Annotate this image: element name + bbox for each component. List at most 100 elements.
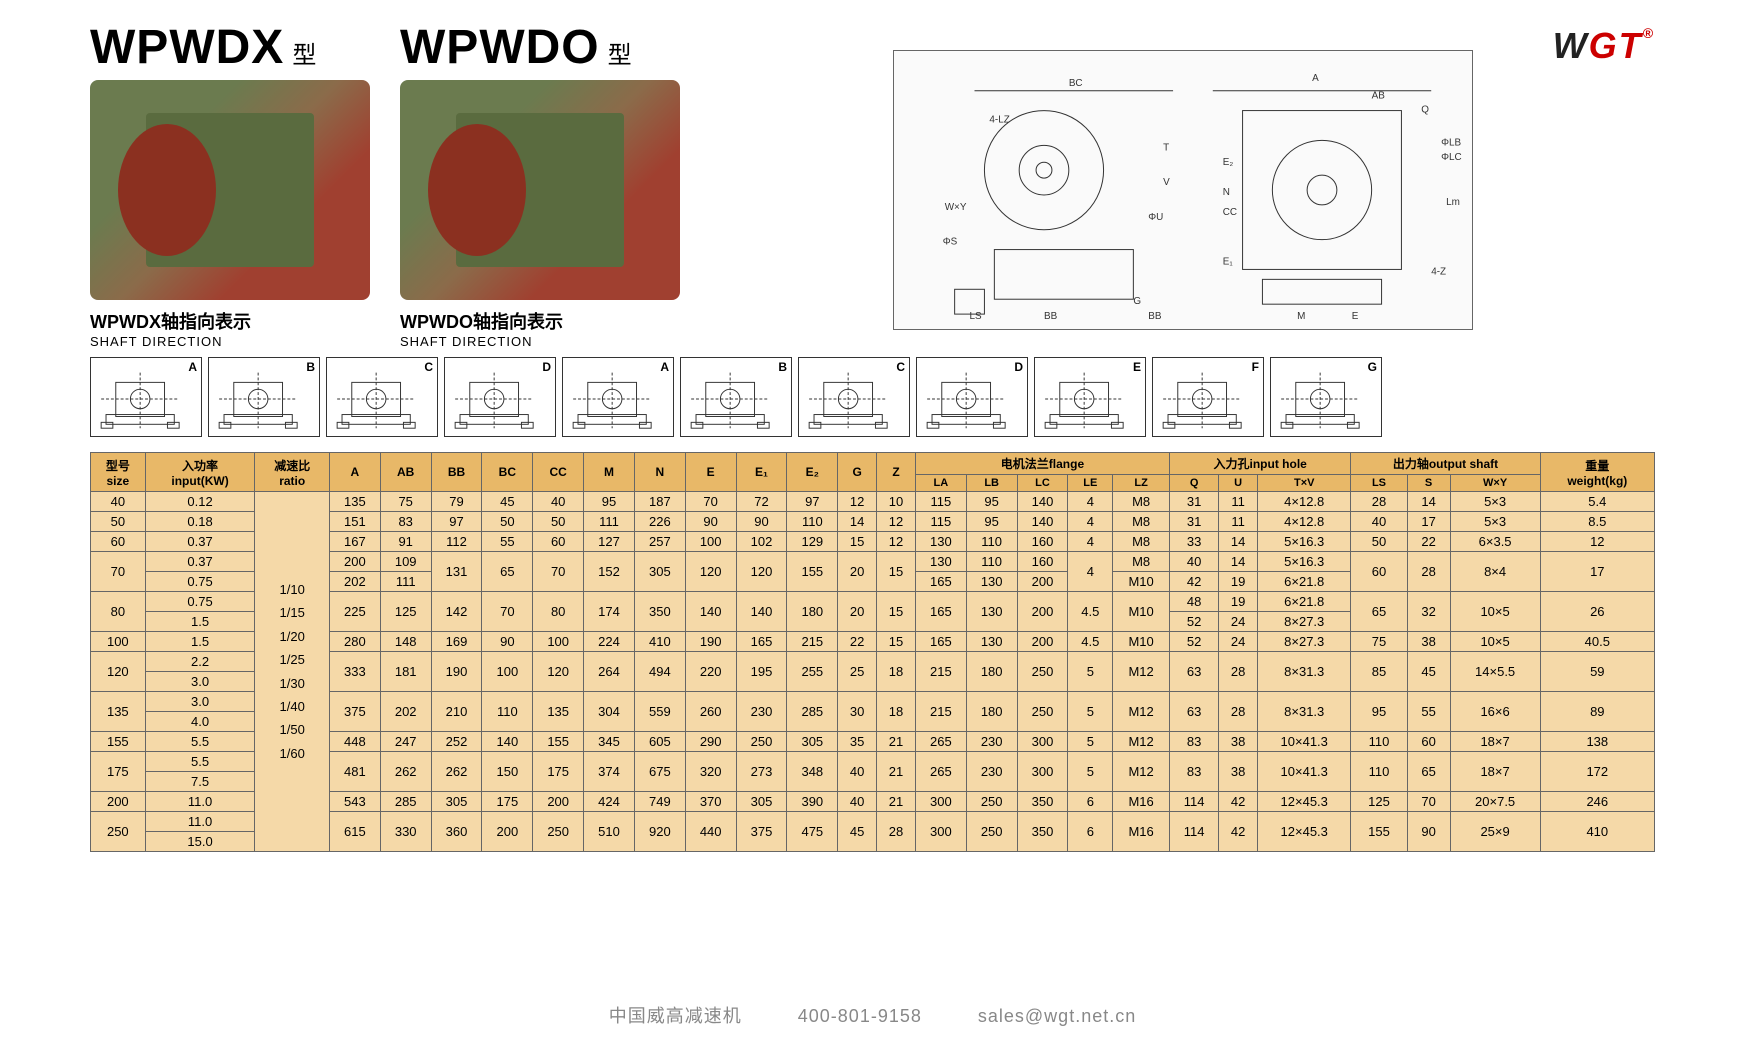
th-ratio: 减速比ratio bbox=[255, 453, 330, 492]
cell-size: 60 bbox=[91, 532, 146, 552]
svg-text:ΦLC: ΦLC bbox=[1441, 152, 1462, 163]
model-title-wpwdx: WPWDX型 bbox=[90, 20, 370, 75]
cell-E2: 155 bbox=[787, 552, 838, 592]
cell-LE: 5 bbox=[1068, 732, 1113, 752]
direction-box: B bbox=[208, 357, 320, 437]
cell-CC: 120 bbox=[533, 652, 584, 692]
svg-text:BC: BC bbox=[1068, 78, 1082, 89]
th-output-shaft: 出力轴output shaft bbox=[1351, 453, 1540, 475]
svg-text:Lm: Lm bbox=[1446, 197, 1460, 208]
cell-LS: 125 bbox=[1351, 792, 1407, 812]
footer: 中国威高减速机 400-801-9158 sales@wgt.net.cn bbox=[0, 1002, 1745, 1028]
cell-S: 45 bbox=[1407, 652, 1450, 692]
product-image-wpwdx bbox=[90, 80, 370, 300]
cell-Z: 15 bbox=[877, 592, 916, 632]
cell-LE: 6 bbox=[1068, 792, 1113, 812]
cell-LE: 5 bbox=[1068, 692, 1113, 732]
cell-E2: 305 bbox=[787, 732, 838, 752]
cell-kw: 2.2 bbox=[145, 652, 255, 672]
cell-M: 424 bbox=[584, 792, 635, 812]
direction-row: A B C D A B C D E F G bbox=[90, 357, 1655, 437]
cell-G: 20 bbox=[838, 592, 877, 632]
cell-Z: 15 bbox=[877, 632, 916, 652]
cell-TV: 8×27.3 bbox=[1258, 612, 1351, 632]
cell-WY: 6×3.5 bbox=[1450, 532, 1540, 552]
cell-LB: 130 bbox=[966, 572, 1017, 592]
svg-text:BB: BB bbox=[1044, 311, 1058, 322]
cell-kw: 0.12 bbox=[145, 492, 255, 512]
cell-WY: 5×3 bbox=[1450, 492, 1540, 512]
cell-TV: 4×12.8 bbox=[1258, 492, 1351, 512]
th-LS: LS bbox=[1351, 475, 1407, 492]
cell-U: 11 bbox=[1219, 492, 1258, 512]
top-section: WPWDX型 WPWDX轴指向表示 SHAFT DIRECTION WPWDO型… bbox=[90, 20, 1655, 349]
cell-size: 250 bbox=[91, 812, 146, 852]
th-BB: BB bbox=[431, 453, 482, 492]
cell-E: 70 bbox=[685, 492, 736, 512]
th-weight: 重量weight(kg) bbox=[1540, 453, 1654, 492]
cell-E: 370 bbox=[685, 792, 736, 812]
cell-LC: 140 bbox=[1017, 492, 1068, 512]
cell-N: 920 bbox=[634, 812, 685, 852]
cell-LS: 110 bbox=[1351, 752, 1407, 792]
cell-LS: 40 bbox=[1351, 512, 1407, 532]
cell-N: 675 bbox=[634, 752, 685, 792]
cell-G: 45 bbox=[838, 812, 877, 852]
table-body: 400.121/10 1/15 1/20 1/25 1/30 1/40 1/50… bbox=[91, 492, 1655, 852]
cell-U: 38 bbox=[1219, 732, 1258, 752]
model-col-wpwdo: WPWDO型 WPWDO轴指向表示 SHAFT DIRECTION bbox=[400, 20, 680, 349]
cell-TV: 12×45.3 bbox=[1258, 792, 1351, 812]
cell-LE: 4 bbox=[1068, 552, 1113, 592]
cell-WY: 10×5 bbox=[1450, 592, 1540, 632]
cell-size: 135 bbox=[91, 692, 146, 732]
cell-E1: 90 bbox=[736, 512, 787, 532]
cell-size: 80 bbox=[91, 592, 146, 632]
cell-LB: 230 bbox=[966, 752, 1017, 792]
cell-AB: 181 bbox=[380, 652, 431, 692]
cell-E1: 195 bbox=[736, 652, 787, 692]
cell-E2: 215 bbox=[787, 632, 838, 652]
direction-box: D bbox=[916, 357, 1028, 437]
cell-kw: 15.0 bbox=[145, 832, 255, 852]
cell-LE: 5 bbox=[1068, 752, 1113, 792]
cell-AB: 83 bbox=[380, 512, 431, 532]
svg-text:LS: LS bbox=[969, 311, 982, 322]
cell-CC: 80 bbox=[533, 592, 584, 632]
cell-LZ: M16 bbox=[1113, 812, 1170, 852]
cell-Z: 28 bbox=[877, 812, 916, 852]
th-AB: AB bbox=[380, 453, 431, 492]
cell-S: 70 bbox=[1407, 792, 1450, 812]
cell-size: 200 bbox=[91, 792, 146, 812]
cell-E1: 273 bbox=[736, 752, 787, 792]
cell-Z: 12 bbox=[877, 512, 916, 532]
cell-CC: 100 bbox=[533, 632, 584, 652]
cell-G: 40 bbox=[838, 792, 877, 812]
cell-TV: 6×21.8 bbox=[1258, 592, 1351, 612]
svg-text:T: T bbox=[1163, 142, 1169, 153]
product-image-wpwdo bbox=[400, 80, 680, 300]
cell-E2: 285 bbox=[787, 692, 838, 732]
cell-E2: 110 bbox=[787, 512, 838, 532]
cell-BC: 55 bbox=[482, 532, 533, 552]
cell-LA: 215 bbox=[915, 652, 966, 692]
technical-drawing-area: BC4-LZW×Y ΦSLSBB BBG AABQ ΦLBΦLCT VΦULm … bbox=[710, 20, 1655, 349]
cell-U: 11 bbox=[1219, 512, 1258, 532]
cell-AB: 148 bbox=[380, 632, 431, 652]
cell-E1: 120 bbox=[736, 552, 787, 592]
direction-label: B bbox=[306, 360, 315, 374]
cell-Q: 83 bbox=[1170, 732, 1219, 752]
cell-WY: 20×7.5 bbox=[1450, 792, 1540, 812]
cell-LZ: M10 bbox=[1113, 592, 1170, 632]
cell-LC: 250 bbox=[1017, 692, 1068, 732]
cell-kw: 0.75 bbox=[145, 572, 255, 592]
cell-LB: 95 bbox=[966, 492, 1017, 512]
cell-size: 175 bbox=[91, 752, 146, 792]
cell-TV: 10×41.3 bbox=[1258, 752, 1351, 792]
cell-LZ: M8 bbox=[1113, 532, 1170, 552]
cell-LZ: M12 bbox=[1113, 692, 1170, 732]
cell-G: 30 bbox=[838, 692, 877, 732]
cell-LA: 300 bbox=[915, 792, 966, 812]
cell-Z: 21 bbox=[877, 792, 916, 812]
shaft-sub-wpwdx: SHAFT DIRECTION bbox=[90, 334, 370, 349]
cell-CC: 70 bbox=[533, 552, 584, 592]
